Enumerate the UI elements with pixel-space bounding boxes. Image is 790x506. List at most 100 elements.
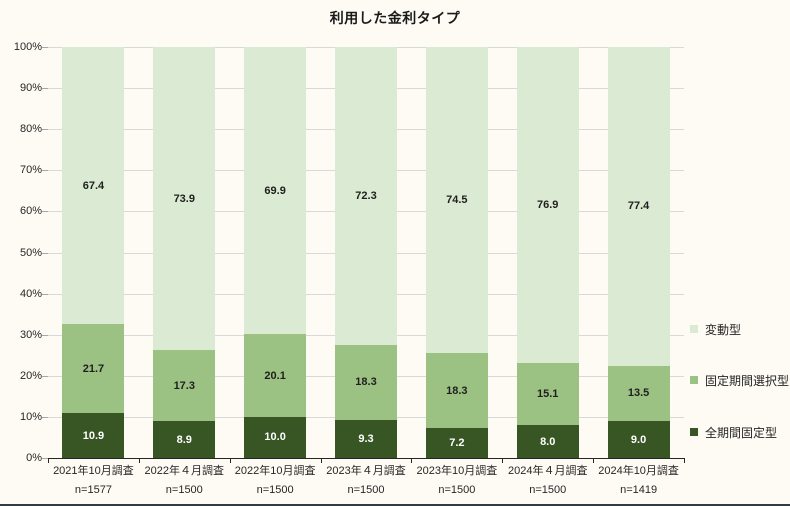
x-axis-tick xyxy=(411,458,413,463)
bar-value-label: 15.1 xyxy=(537,388,559,401)
chart-title: 利用した金利タイプ xyxy=(329,10,461,26)
bar-value-label: 9.0 xyxy=(630,433,647,446)
bar-segment: 74.5 xyxy=(425,47,488,354)
legend-item: 全期間固定型 xyxy=(690,424,777,440)
bar-segment: 13.5 xyxy=(607,365,670,422)
y-axis-tick xyxy=(42,458,48,459)
bar-value-label: 18.3 xyxy=(355,376,377,389)
x-axis-category-label: 2024年10月調査 xyxy=(598,465,679,477)
bar-slot: 73.9 17.3 8.9 xyxy=(139,46,230,458)
x-axis-category-label: 2023年４月調査 xyxy=(326,465,406,477)
x-axis-labels: 2021年10月調査 n=1577 2022年４月調査 n=1500 2022年10月調… xyxy=(48,464,684,498)
bar-segment: 77.4 xyxy=(607,47,670,366)
bar-segment: 76.9 xyxy=(516,47,579,364)
bar-value-label: 8.9 xyxy=(176,433,192,446)
bar-segment: 73.9 xyxy=(153,46,216,351)
x-axis-tick xyxy=(684,458,685,463)
bar-value-label: 9.3 xyxy=(358,432,374,445)
bar-value-label: 72.3 xyxy=(355,190,377,202)
bar-value-label: 20.1 xyxy=(264,369,286,382)
legend-swatch xyxy=(690,428,698,436)
y-axis-tick-label: 70% xyxy=(19,164,42,177)
x-axis-category: 2021年10月調査 n=1577 xyxy=(48,464,139,498)
y-axis-tick xyxy=(42,334,48,336)
bar-value-label: 7.2 xyxy=(449,437,465,450)
bottom-divider xyxy=(0,504,790,506)
x-axis-tick xyxy=(138,458,140,463)
x-axis-tick xyxy=(320,458,322,463)
bar-group: 69.9 20.1 10.0 xyxy=(244,47,307,458)
x-axis-sample-size: n=1500 xyxy=(529,484,567,496)
bar-segment: 21.7 xyxy=(62,324,125,414)
bar-group: 76.9 15.1 8.0 xyxy=(516,47,579,458)
y-axis-tick xyxy=(42,416,48,418)
y-axis-tick xyxy=(42,88,48,90)
y-axis-tick-label: 100% xyxy=(13,41,42,53)
legend-label: 固定期間選択型 xyxy=(705,373,790,388)
legend-item: 固定期間選択型 xyxy=(690,372,789,388)
x-axis-sample-size: n=1500 xyxy=(347,484,385,496)
x-axis-category: 2022年10月調査 n=1500 xyxy=(230,464,321,498)
bar-segment: 15.1 xyxy=(516,363,579,426)
bar-segment: 72.3 xyxy=(335,47,397,345)
x-axis-category-label: 2022年10月調査 xyxy=(234,465,316,477)
y-axis-tick-label: 40% xyxy=(19,287,42,300)
legend-item: 変動型 xyxy=(690,321,741,337)
legend-label: 全期間固定型 xyxy=(705,425,778,440)
bar-group: 73.9 17.3 8.9 xyxy=(153,46,216,458)
legend-swatch xyxy=(690,376,698,384)
bar-slot: 74.5 18.3 7.2 xyxy=(411,47,502,458)
y-axis-tick-label: 60% xyxy=(19,205,42,218)
bar-value-label: 67.4 xyxy=(82,179,105,192)
x-axis-sample-size: n=1500 xyxy=(256,484,294,496)
y-axis-tick xyxy=(42,375,48,377)
bar-value-label: 69.9 xyxy=(264,184,286,197)
y-axis-tick-label: 90% xyxy=(19,82,42,95)
legend-swatch xyxy=(690,325,698,333)
y-axis-tick-label: 50% xyxy=(19,246,42,259)
bar-segment: 10.9 xyxy=(62,413,125,458)
bar-segment: 20.1 xyxy=(244,334,307,417)
bar-segment: 8.9 xyxy=(153,421,216,458)
bar-segment: 9.0 xyxy=(607,421,670,458)
x-axis-category-label: 2024年４月調査 xyxy=(507,465,588,477)
x-axis-category: 2022年４月調査 n=1500 xyxy=(139,464,230,498)
x-axis-line xyxy=(48,457,684,459)
x-axis-category-label: 2022年４月調査 xyxy=(144,465,225,477)
legend-label: 変動型 xyxy=(705,322,742,337)
x-axis-category-label: 2021年10月調査 xyxy=(53,465,134,477)
bar-value-label: 17.3 xyxy=(173,379,195,392)
bar-value-label: 10.0 xyxy=(264,431,286,444)
y-axis-tick-label: 80% xyxy=(19,123,42,136)
bar-value-label: 21.7 xyxy=(82,362,105,375)
bar-value-label: 76.9 xyxy=(537,199,559,212)
y-axis-tick xyxy=(42,47,48,48)
x-axis-category: 2024年10月調査 n=1419 xyxy=(593,464,684,498)
x-axis-sample-size: n=1577 xyxy=(74,484,112,496)
bar-slot: 76.9 15.1 8.0 xyxy=(502,47,593,458)
x-axis-category: 2023年４月調査 n=1500 xyxy=(321,464,412,498)
bar-segment: 17.3 xyxy=(153,350,216,422)
bar-segment: 9.3 xyxy=(335,419,397,458)
y-axis-tick xyxy=(42,252,48,254)
plot-area: 67.4 21.7 10.9 73.9 17.3 8.9 69.9 20.1 10.0 72.3 1… xyxy=(48,46,685,463)
y-axis-tick xyxy=(42,293,48,295)
bar-slot: 69.9 20.1 10.0 xyxy=(230,47,321,458)
y-axis-tick xyxy=(42,170,48,172)
bar-segment: 10.0 xyxy=(244,416,307,458)
y-axis-tick xyxy=(42,211,48,213)
bar-series: 67.4 21.7 10.9 73.9 17.3 8.9 69.9 20.1 10.0 72.3 1… xyxy=(48,46,684,458)
bar-segment: 67.4 xyxy=(62,47,125,325)
x-axis-sample-size: n=1500 xyxy=(165,484,203,496)
bar-slot: 77.4 13.5 9.0 xyxy=(593,47,684,458)
bar-segment: 18.3 xyxy=(425,353,488,429)
x-axis-tick xyxy=(593,458,595,463)
bar-value-label: 13.5 xyxy=(627,387,650,400)
x-axis-tick xyxy=(229,458,231,463)
bar-segment: 8.0 xyxy=(516,425,579,458)
x-axis-sample-size: n=1500 xyxy=(438,484,476,496)
bar-group: 74.5 18.3 7.2 xyxy=(425,47,488,458)
y-axis-tick-label: 10% xyxy=(19,410,42,423)
bar-slot: 67.4 21.7 10.9 xyxy=(48,47,139,458)
